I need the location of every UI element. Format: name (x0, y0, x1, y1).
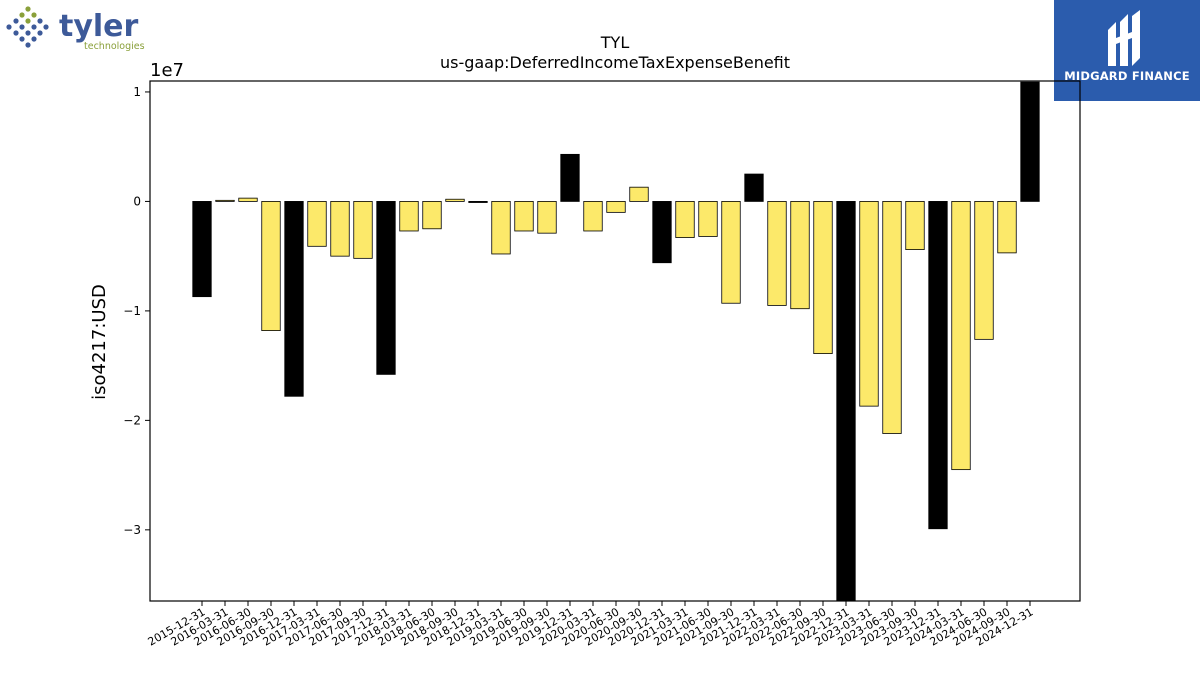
y-tick-label: −1 (123, 304, 141, 318)
bar-2024-12-31 (1020, 81, 1040, 202)
chart-title: TYL (600, 33, 630, 52)
logo-dots (6, 6, 49, 48)
bar-2018-03-31 (399, 201, 419, 232)
x-axis-ticks: 2015-12-312016-03-312016-06-302016-09-30… (146, 601, 1036, 649)
logo-subtitle: technologies (84, 41, 145, 52)
bar-2016-12-31 (284, 201, 304, 397)
tyler-logo-mark: tyler technologies (6, 6, 145, 52)
bar-2017-06-30 (330, 201, 350, 257)
bar-2020-03-31 (583, 201, 603, 232)
bar-2024-03-31 (951, 201, 971, 471)
chart-subtitle: us-gaap:DeferredIncomeTaxExpenseBenefit (440, 53, 790, 72)
tyler-logo: tyler technologies (4, 4, 154, 56)
bar-2020-09-30 (629, 186, 649, 202)
bar-2018-09-30 (445, 198, 465, 202)
y-axis-label: iso4217:USD (89, 284, 110, 400)
bar-2016-06-30 (238, 197, 258, 202)
bar-2019-09-30 (537, 201, 557, 234)
bar-2020-06-30 (606, 201, 626, 213)
midgard-logo-mark (1108, 10, 1140, 66)
bar-2023-06-30 (882, 201, 902, 434)
bar-2017-03-31 (307, 201, 327, 247)
midgard-logo-text: MIDGARD FINANCE (1064, 69, 1190, 83)
bar-2016-09-30 (261, 201, 281, 331)
bar-2021-03-31 (675, 201, 695, 238)
bar-2019-03-31 (491, 201, 511, 255)
bar-2021-12-31 (744, 173, 764, 202)
bars-group (192, 81, 1040, 602)
bar-2022-03-31 (767, 201, 787, 306)
y-tick-label: 0 (133, 194, 141, 208)
logo-name: tyler (59, 9, 139, 44)
y-tick-label: 1 (133, 85, 141, 99)
bar-2022-12-31 (836, 201, 856, 602)
y-axis-ticks: 1 0 −1 −2 −3 (123, 85, 150, 537)
bar-2024-06-30 (974, 201, 994, 340)
bar-2024-09-30 (997, 201, 1017, 254)
bar-2020-12-31 (652, 201, 672, 264)
y-scale-label: 1e7 (150, 60, 184, 81)
bar-2021-06-30 (698, 201, 718, 237)
bar-2023-03-31 (859, 201, 879, 407)
bar-2023-12-31 (928, 201, 948, 530)
bar-2021-09-30 (721, 201, 741, 304)
bar-2018-06-30 (422, 201, 442, 230)
y-tick-label: −2 (123, 413, 141, 427)
midgard-finance-logo: MIDGARD FINANCE (1054, 0, 1200, 101)
bar-2016-03-31 (215, 199, 235, 202)
y-tick-label: −3 (123, 523, 141, 537)
bar-2022-09-30 (813, 201, 833, 354)
bar-2017-12-31 (376, 201, 396, 375)
bar-2023-09-30 (905, 201, 925, 250)
bar-2019-06-30 (514, 201, 534, 232)
bar-2022-06-30 (790, 201, 810, 310)
bar-2017-09-30 (353, 201, 373, 259)
plot-frame (149, 80, 1081, 602)
bar-2018-12-31 (468, 201, 488, 203)
bar-2019-12-31 (560, 153, 580, 202)
bar-2015-12-31 (192, 201, 212, 298)
